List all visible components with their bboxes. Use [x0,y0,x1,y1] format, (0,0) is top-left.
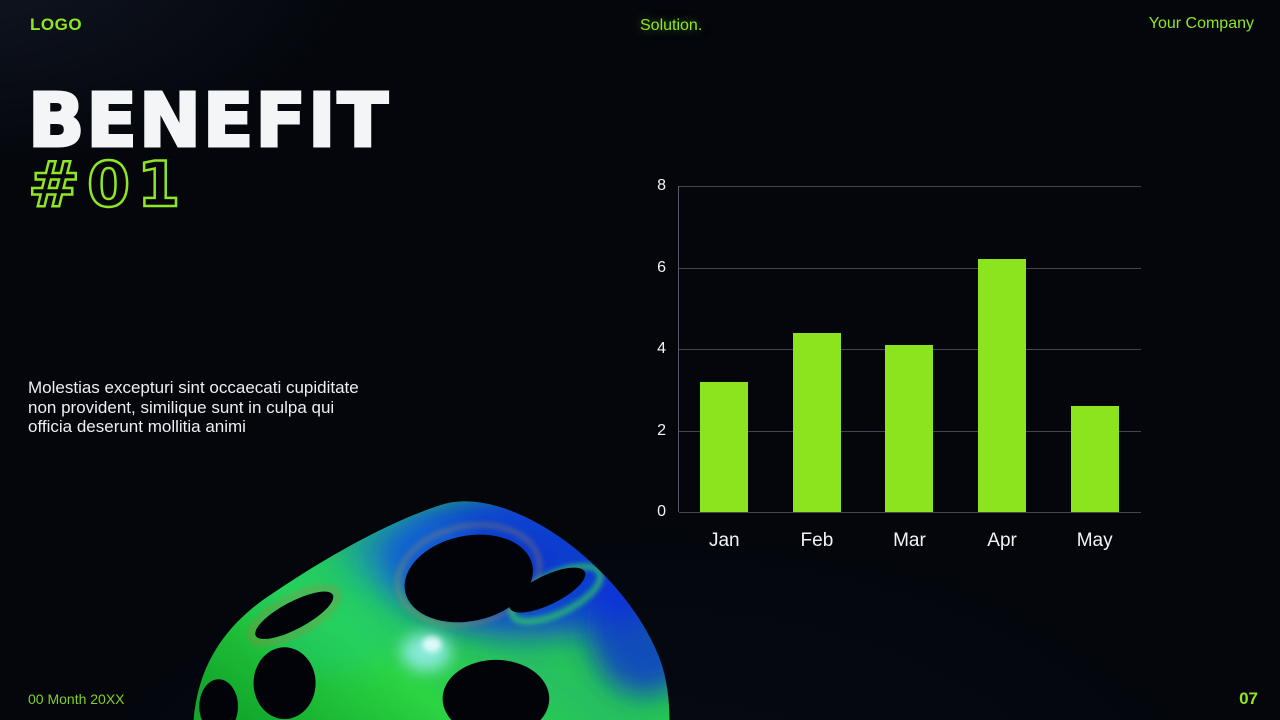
chart-x-label-jan: Jan [708,530,740,551]
chart-x-label-feb: Feb [800,530,834,551]
chart-bar-slot [863,186,956,512]
chart-bar-apr [978,259,1027,512]
chart-bars [678,186,1141,512]
chart-x-label-mar: Mar [893,530,926,551]
3d-perforated-sphere-decoration [193,501,670,720]
chart-bar-slot [956,186,1049,512]
chart-bar-slot [1048,186,1141,512]
chart-bar-slot [678,186,771,512]
chart-gridline [679,512,1141,513]
logo: LOGO [30,15,83,34]
page-number: 07 [1239,689,1258,708]
chart-bar-jan [700,381,749,512]
bar-chart: Jan Feb Mar Apr May 0 2 4 6 8 [657,177,1141,551]
chart-bar-mar [885,344,934,512]
chart-gridline [679,186,1141,187]
chart-bar-feb [792,332,841,512]
header-center-label: Solution. [640,17,703,34]
chart-y-tick-label: 4 [657,340,666,357]
page-title: BENEFIT [27,78,390,164]
chart-y-tick-label: 6 [657,258,666,276]
chart-bar-may [1070,406,1119,512]
chart-bar-slot [771,186,864,512]
chart-x-labels: Jan Feb Mar Apr May [678,512,1141,552]
company-name: Your Company [1148,15,1254,32]
body-text: Molestias excepturi sint occaecati cupid… [28,378,359,437]
chart-gridline [679,267,1141,269]
page-subtitle-number: #01 [27,148,188,221]
chart-x-label-apr: Apr [987,530,1017,551]
chart-x-label-may: May [1076,530,1113,551]
footer-date: 00 Month 20XX [28,691,125,707]
chart-y-tick-label: 0 [657,503,666,520]
title-block: BENEFIT #01 [27,78,390,221]
chart-y-tick-label: 8 [657,177,666,194]
chart-y-tick-label: 2 [657,421,666,439]
